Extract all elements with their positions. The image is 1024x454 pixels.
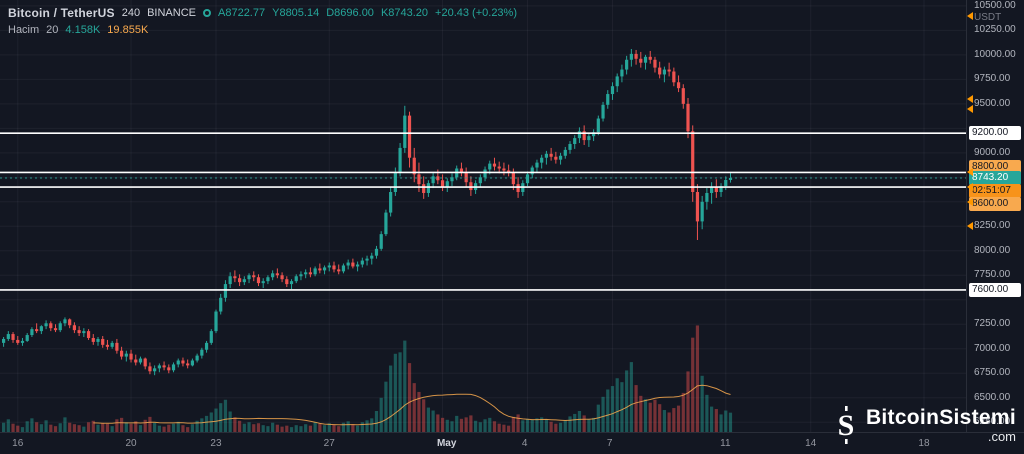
time-tick-label: 11 xyxy=(720,438,731,449)
price-tick-label: 8000.00 xyxy=(974,244,1011,256)
indicator-length: 20 xyxy=(46,23,59,36)
last-price-badge: 8743.20 xyxy=(969,170,1021,185)
price-change: +20.43 (+0.23%) xyxy=(435,6,517,19)
symbol-row: Bitcoin / TetherUS 240 BINANCE A8722.77 … xyxy=(8,4,517,21)
interval-label[interactable]: 240 xyxy=(121,6,141,19)
chart-legend: Bitcoin / TetherUS 240 BINANCE A8722.77 … xyxy=(8,4,517,38)
time-tick-label: 20 xyxy=(125,438,137,449)
indicator-name[interactable]: Hacim xyxy=(8,23,40,36)
time-tick-label: 7 xyxy=(606,438,613,449)
level-price-badge: 8600.00 xyxy=(969,197,1021,211)
price-tick-label: 7750.00 xyxy=(974,269,1011,281)
ohlc-close: K8743.20 xyxy=(380,6,429,19)
price-alert-icon[interactable] xyxy=(967,183,973,192)
indicator-row: Hacim 20 4.158K 19.855K xyxy=(8,21,517,38)
price-tick-label: 7250.00 xyxy=(974,318,1011,330)
time-tick-label: 4 xyxy=(521,438,528,449)
price-axis[interactable]: USDT 10500.00 10250.00 10000.00 9750.00 9500… xyxy=(966,0,1024,433)
candlestick-chart[interactable] xyxy=(0,0,967,433)
site-watermark: S BitcoinSistemi .com xyxy=(833,406,1016,444)
price-tick-label: 6750.00 xyxy=(974,367,1011,379)
ohlc-open: A8722.77 xyxy=(218,6,266,19)
watermark-brand: BitcoinSistemi xyxy=(865,406,1016,429)
exchange-label[interactable]: BINANCE xyxy=(147,6,196,19)
time-axis[interactable]: 16 20 23 27 May 4 7 11 14 18 xyxy=(0,432,1024,454)
price-tick-label: 10000.00 xyxy=(974,48,1016,60)
price-tick-label: 10250.00 xyxy=(974,24,1016,36)
chart-pane[interactable] xyxy=(0,0,967,433)
dollar-s-icon: S xyxy=(838,406,855,444)
price-alert-icon[interactable] xyxy=(967,222,973,231)
price-tick-label: 6500.00 xyxy=(974,391,1011,403)
watermark-tld: .com xyxy=(987,429,1016,444)
market-status-icon xyxy=(203,8,211,17)
time-tick-label: May xyxy=(436,438,457,449)
price-alert-icon[interactable] xyxy=(967,168,973,177)
time-tick-label: 16 xyxy=(12,438,24,449)
time-tick-label: 27 xyxy=(323,438,335,449)
bar-countdown-badge: 02:51:07 xyxy=(969,183,1021,198)
ohlc-high: Y8805.14 xyxy=(272,6,320,19)
price-tick-label: 6250.00 xyxy=(974,416,1011,428)
level-price-badge: 9200.00 xyxy=(969,126,1021,141)
ohlc-low: D8696.00 xyxy=(326,6,374,19)
level-price-badge: 7600.00 xyxy=(969,282,1021,297)
price-tick-label: 10500.00 xyxy=(974,0,1016,11)
volume-value: 4.158K xyxy=(65,23,101,36)
price-tick-label: 7000.00 xyxy=(974,342,1011,354)
time-tick-label: 18 xyxy=(918,438,930,449)
price-axis-unit: USDT xyxy=(974,12,1002,23)
price-tick-label: 8250.00 xyxy=(974,220,1011,232)
price-tick-label: 9750.00 xyxy=(974,73,1011,85)
time-tick-label: 14 xyxy=(805,438,817,449)
level-price-badge: 8800.00 xyxy=(969,160,1021,175)
symbol-name[interactable]: Bitcoin / TetherUS xyxy=(8,5,115,20)
price-tick-label: 9500.00 xyxy=(974,97,1011,109)
time-tick-label: 23 xyxy=(210,438,222,449)
svg-text:S: S xyxy=(838,409,855,442)
volume-ma-value: 19.855K xyxy=(107,23,149,36)
price-tick-label: 9000.00 xyxy=(974,146,1011,158)
price-alert-icon[interactable] xyxy=(967,197,973,206)
price-alert-icon[interactable] xyxy=(967,104,973,113)
price-alert-icon[interactable] xyxy=(967,11,973,20)
price-alert-icon[interactable] xyxy=(967,94,973,103)
